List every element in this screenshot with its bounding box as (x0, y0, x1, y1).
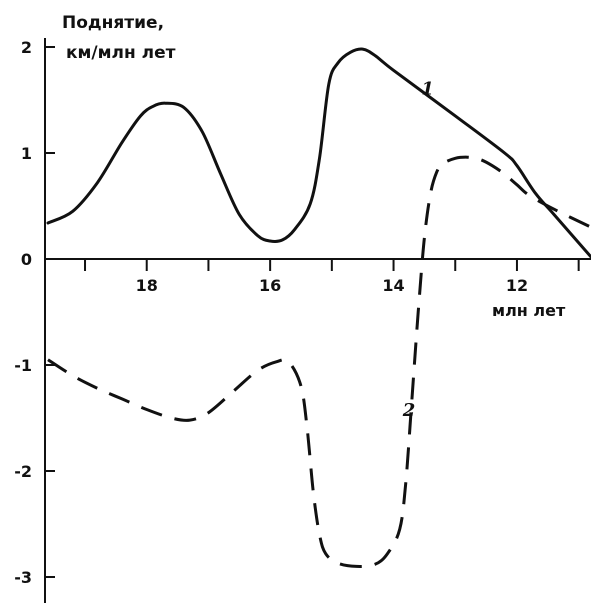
y-tick-label: -3 (14, 568, 32, 587)
x-tick-label: 16 (259, 276, 281, 295)
y-tick-label: 2 (21, 38, 32, 57)
y-tick-label: 1 (21, 144, 32, 163)
y-axis-label-line1: Поднятие, (62, 13, 164, 33)
series-annotations: 12 (402, 79, 434, 421)
y-tick-label: -1 (14, 356, 32, 375)
y-axis-label-line2: км/млн лет (66, 43, 176, 63)
y-tick-label: 0 (21, 250, 32, 269)
x-axis-label: млн лет (492, 301, 566, 320)
y-tick-label: -2 (14, 462, 32, 481)
series-2-line (47, 155, 591, 568)
x-tick-label: 18 (136, 276, 158, 295)
x-axis-ticks: 18 16 14 12 (84, 259, 580, 295)
y-axis-ticks: 2 1 0 -1 -2 -3 (14, 38, 55, 587)
series-1-annotation: 1 (421, 79, 434, 100)
x-tick-label: 14 (382, 276, 404, 295)
x-tick-label: 12 (506, 276, 528, 295)
series-1-line (46, 47, 591, 259)
series-2-annotation: 2 (402, 400, 416, 421)
series-group (46, 47, 591, 568)
